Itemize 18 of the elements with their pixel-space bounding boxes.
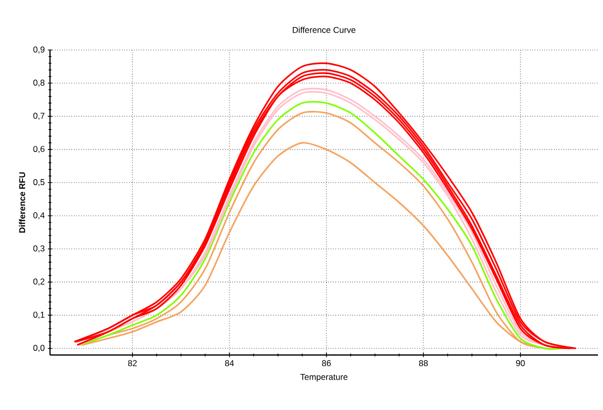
y-tick-label: 0,3: [33, 245, 44, 252]
y-tick-label: 0,5: [33, 179, 44, 186]
y-axis-title: Difference RFU: [18, 172, 26, 233]
x-tick-label: 82: [128, 360, 137, 366]
x-tick-label: 90: [516, 360, 525, 366]
chart-title: Difference Curve: [292, 26, 356, 33]
x-tick-label: 88: [419, 360, 428, 366]
y-tick-label: 0,0: [33, 344, 45, 352]
x-axis-title: Temperature: [300, 374, 348, 382]
x-tick-label: 84: [225, 360, 234, 366]
y-tick-label: 0,9: [33, 46, 44, 54]
x-tick-label: 86: [322, 360, 331, 366]
y-tick-label: 0,6: [33, 146, 44, 153]
y-tick-label: 0,4: [33, 212, 45, 220]
y-tick-label: 0,2: [33, 278, 44, 286]
y-tick-label: 0,8: [33, 80, 44, 87]
y-tick-label: 0,7: [33, 112, 44, 120]
y-tick-label: 0,1: [33, 312, 44, 319]
